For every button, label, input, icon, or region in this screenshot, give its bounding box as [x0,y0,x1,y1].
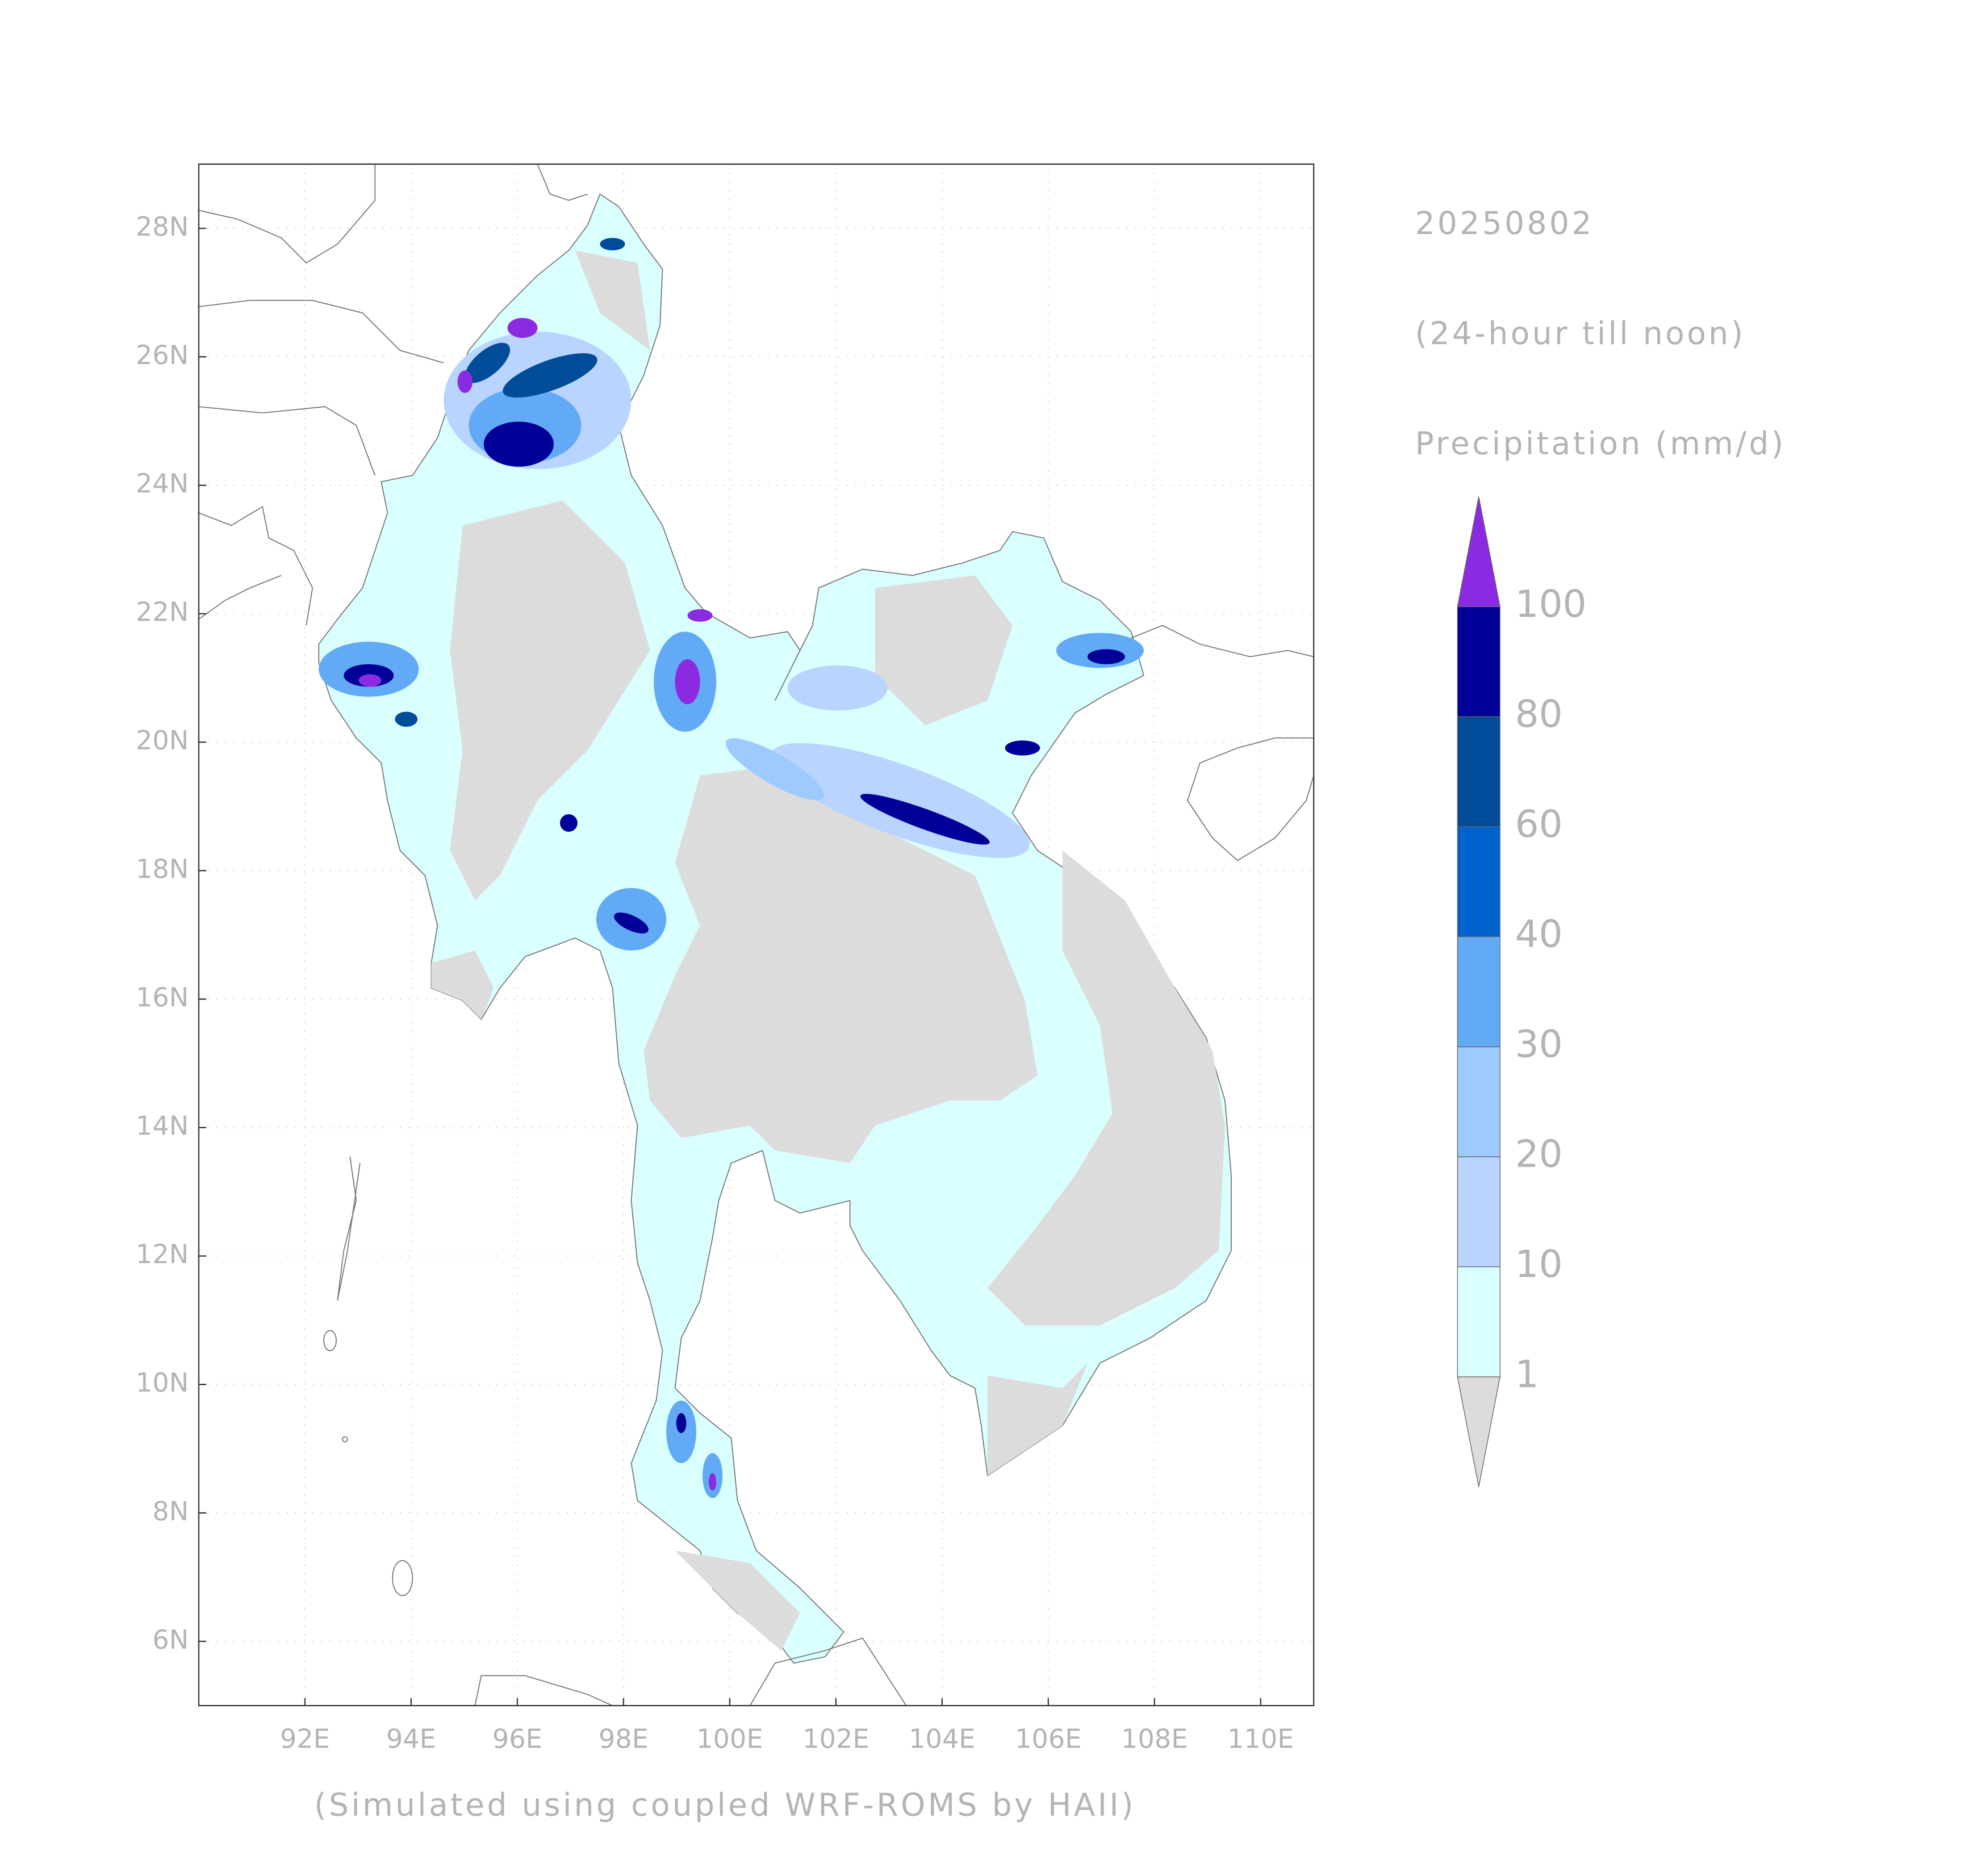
map-frame [198,163,1315,1706]
colorbar-segment [1457,1046,1501,1157]
colorbar: 1 10 20 30 40 60 80 100 [1457,496,1587,1487]
rain-cell [600,238,625,251]
coastline [198,575,282,620]
period: (24-hour till noon) [1415,315,1745,352]
colorbar-label: 80 [1515,692,1563,736]
y-tick-label: 18N [136,853,189,884]
y-tick-label: 24N [136,468,189,499]
rain-cell [1005,740,1040,756]
colorbar-label: 30 [1515,1022,1563,1066]
rain-cell [676,1413,686,1433]
rain-cell [395,712,418,727]
rain-cell [675,659,700,704]
colorbar-label: 60 [1515,802,1563,846]
coastline [474,1675,613,1706]
rain-cell [860,794,990,845]
colorbar-label: 1 [1515,1352,1539,1396]
island [342,1436,348,1443]
coastline [337,1156,361,1301]
coastline [1131,625,1314,657]
colorbar-label: 100 [1515,582,1586,626]
rain-cell [359,674,381,687]
rain-cell [687,609,713,622]
y-tick-label: 28N [136,211,189,242]
precipitation-field [318,193,1232,1664]
y-tick-label: 8N [152,1495,188,1526]
dry-area [575,250,650,351]
variable: Precipitation (mm/d) [1415,425,1785,462]
coastline [198,406,376,476]
rain-cell [709,1473,716,1491]
colorbar-segment [1457,936,1501,1047]
colorbar-label: 20 [1515,1132,1563,1176]
x-tick-label: 106E [1015,1723,1082,1754]
dry-area [875,575,1013,726]
rain-cell [560,814,578,832]
colorbar-segment [1457,1156,1501,1267]
colorbar-label: 40 [1515,912,1563,956]
x-tick-label: 100E [696,1723,763,1754]
dry-area [431,950,494,1019]
y-tick-label: 20N [136,725,189,756]
colorbar-segment [1457,606,1501,717]
x-tick-label: 104E [909,1723,975,1754]
y-tick-label: 22N [136,596,189,627]
rain-cell [726,738,824,800]
x-tick-label: 98E [598,1723,648,1754]
y-tick-label: 26N [136,339,189,370]
rain-cell [614,913,649,934]
island [392,1560,413,1596]
colorbar-segment [1457,826,1501,938]
dry-area [450,500,650,901]
rain-cell [465,343,510,383]
x-tick-label: 96E [492,1723,542,1754]
coastline [1187,737,1314,861]
coastline [198,300,444,364]
x-tick-label: 110E [1227,1723,1294,1754]
coastlines [198,163,1314,1706]
rain-cell [507,318,538,338]
x-tick-label: 94E [386,1723,436,1754]
x-tick-label: 102E [803,1723,869,1754]
coastline [198,164,376,264]
coastline [749,1637,907,1706]
axis-labels: 92E 94E 96E 98E 100E 102E 104E 106E 108E 110E 6N 8N… [136,211,1294,1754]
dry-area [987,850,1225,1326]
island [323,1330,337,1351]
x-tick-label: 92E [280,1723,330,1754]
rain-cell [484,422,554,467]
y-tick-label: 10N [136,1367,189,1398]
colorbar-segment [1457,1266,1501,1378]
dry-area [675,1550,800,1651]
y-tick-label: 12N [136,1239,189,1269]
dry-area [987,1363,1088,1476]
rain-cell [502,353,598,398]
rain-cell [457,370,473,393]
x-tick-label: 108E [1121,1723,1187,1754]
y-tick-label: 6N [152,1624,188,1655]
rain-cell [787,665,888,711]
rain-cell [1087,649,1125,665]
date: 20250802 [1415,205,1594,242]
footer: (Simulated using coupled WRF-ROMS by HAI… [314,1787,1136,1823]
colorbar-over [1457,496,1501,607]
y-tick-label: 14N [136,1110,189,1141]
colorbar-segment [1457,716,1501,827]
coastline [537,163,588,201]
coastline [198,506,313,626]
dry-area [644,763,1038,1163]
colorbar-label: 10 [1515,1242,1563,1286]
y-tick-label: 16N [136,982,189,1013]
